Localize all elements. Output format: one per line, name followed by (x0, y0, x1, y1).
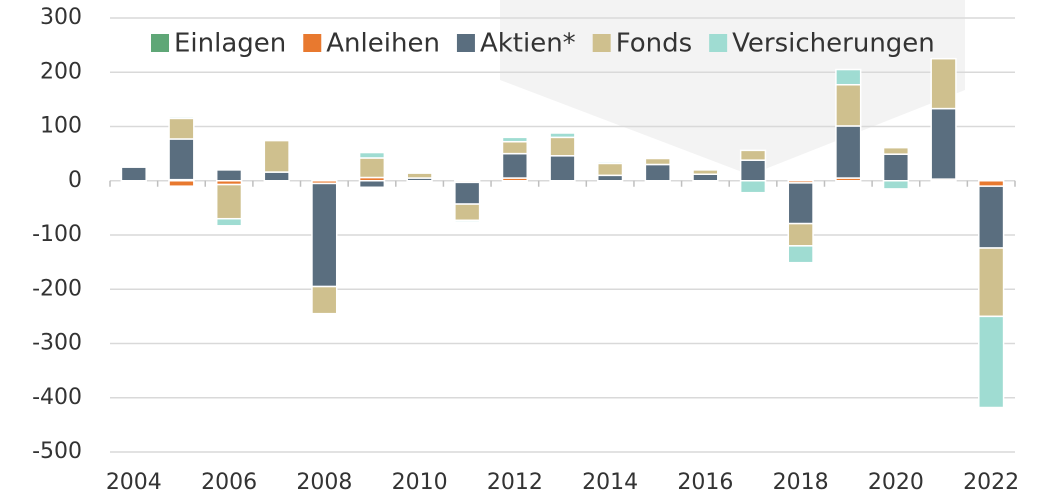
y-tick-label: 0 (68, 168, 82, 193)
bar-segment (549, 136, 576, 157)
bar-segment (549, 155, 576, 182)
bar-segment (596, 174, 624, 182)
legend-label: Anleihen (326, 29, 440, 59)
bar-segment (739, 159, 767, 182)
y-tick-label: -300 (32, 331, 82, 356)
bar-segment (168, 138, 195, 181)
bar-segment (358, 180, 386, 189)
bar-segment (454, 219, 481, 223)
legend-label: Fonds (616, 29, 692, 59)
bar-segment (787, 182, 814, 225)
bar-segment (263, 171, 290, 182)
x-tick-label: 2018 (773, 470, 829, 495)
x-tick-label: 2006 (201, 470, 257, 495)
bar-segment (644, 157, 671, 166)
bar-segment (311, 285, 338, 315)
bar-segment (930, 107, 957, 180)
bar-segment (787, 222, 814, 247)
bar-segment (835, 68, 862, 86)
x-tick-label: 2020 (868, 470, 924, 495)
bar-segment (311, 182, 338, 288)
bar-segment (120, 166, 147, 182)
legend-swatch (303, 34, 322, 52)
legend-label: Einlagen (174, 29, 286, 59)
bar-segment (739, 180, 767, 194)
bar-segment (454, 203, 481, 222)
x-tick-label: 2008 (296, 470, 352, 495)
bar-segment (882, 146, 910, 155)
x-tick-label: 2010 (392, 470, 448, 495)
bar-segment (358, 151, 386, 159)
bar-segment (454, 181, 481, 205)
bar-segment (978, 185, 1005, 249)
y-tick-label: -500 (32, 439, 82, 464)
bar-segment (882, 180, 910, 190)
bar-segment (263, 139, 290, 173)
x-tick-label: 2014 (582, 470, 638, 495)
bar-segment (501, 136, 529, 143)
bar-segment (215, 169, 243, 182)
bar-segment (596, 161, 624, 165)
bar-segment (835, 83, 862, 127)
legend-swatch (709, 34, 728, 52)
x-tick-label: 2016 (677, 470, 733, 495)
bar-segment (168, 180, 195, 187)
bar-segment (215, 217, 243, 227)
bar-segment (644, 163, 671, 182)
x-tick-label: 2022 (963, 470, 1019, 495)
bar-segment (978, 315, 1005, 409)
x-tick-label: 2012 (487, 470, 543, 495)
bar-segment (978, 247, 1005, 318)
y-tick-label: -200 (32, 276, 82, 301)
y-tick-label: 100 (40, 114, 82, 139)
y-tick-label: 300 (40, 5, 82, 30)
y-tick-label: -100 (32, 222, 82, 247)
y-tick-label: 200 (40, 59, 82, 84)
bar-segment (739, 149, 767, 161)
legend-swatch (151, 34, 169, 52)
bar-segment (406, 172, 433, 179)
bar-segment (358, 157, 386, 179)
bar-segment (501, 152, 529, 179)
bar-segment (549, 132, 576, 139)
legend: Einlagen Anleihen Aktien* Fonds Versicherung… (151, 29, 935, 59)
bar-segment (692, 173, 719, 182)
bar-segment (978, 180, 1005, 187)
legend-label: Aktien* (480, 29, 576, 59)
legend-label: Versicherungen (732, 29, 935, 59)
x-tick-label: 2004 (106, 470, 162, 495)
bar-segment (596, 162, 624, 177)
bar-segment (692, 169, 719, 175)
bar-segment (215, 183, 243, 220)
bar-segment (835, 125, 862, 179)
bar-segment (168, 117, 195, 140)
legend-swatch (456, 34, 475, 52)
legend-swatch (592, 34, 611, 52)
bar-segment (501, 140, 529, 155)
bar-segment (882, 153, 910, 182)
bar-segment (930, 57, 957, 110)
y-tick-label: -400 (32, 385, 82, 410)
bar-segment (787, 245, 814, 264)
bar-segment (168, 115, 195, 120)
